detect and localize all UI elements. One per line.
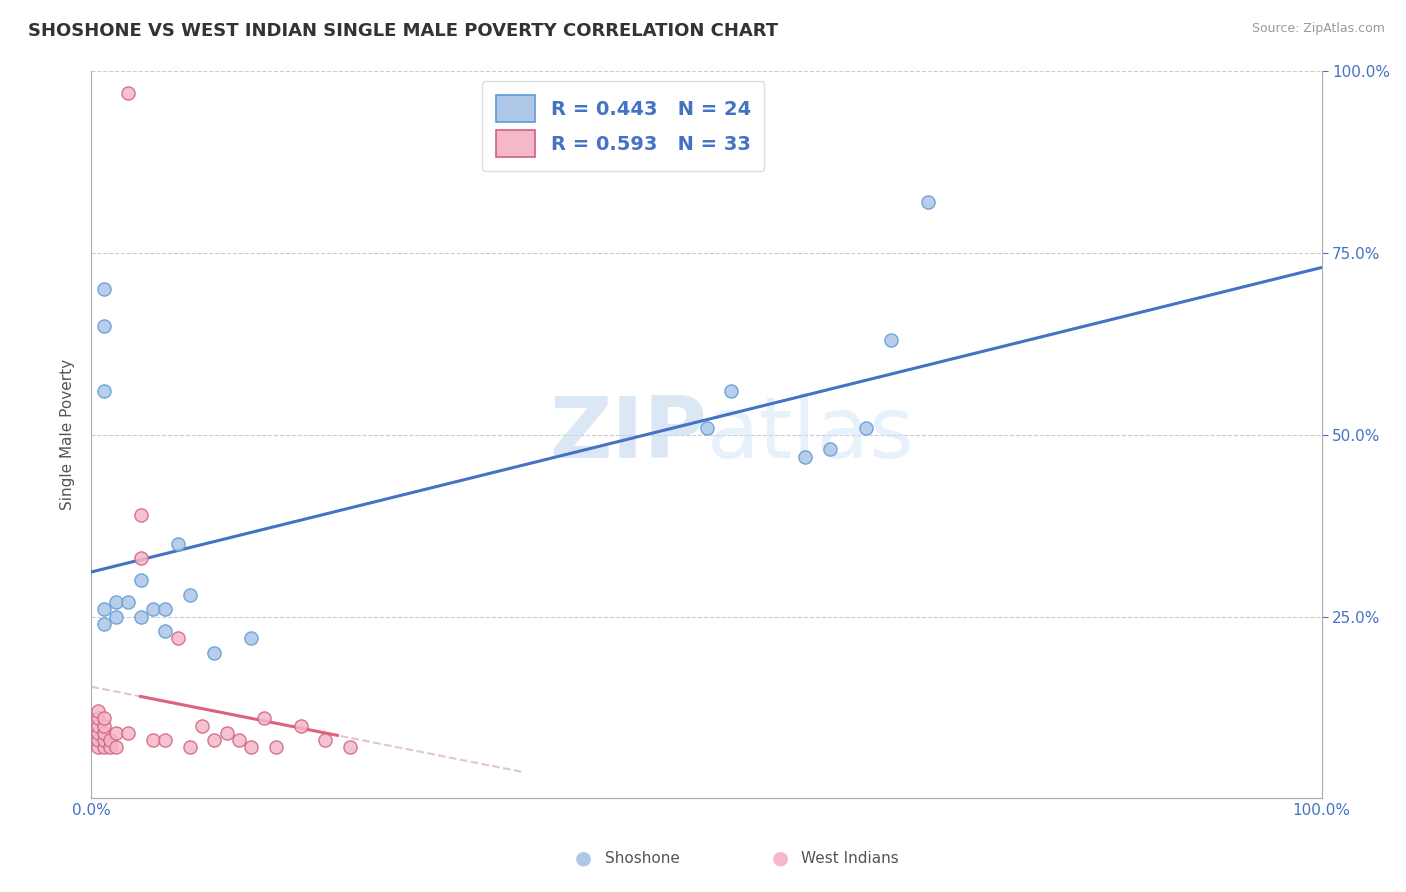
- Point: [202, 646, 225, 660]
- Text: ●: ●: [772, 848, 789, 868]
- Point: [191, 719, 214, 733]
- Point: [314, 733, 336, 747]
- Point: [86, 726, 108, 740]
- Text: ●: ●: [575, 848, 592, 868]
- Point: [179, 588, 201, 602]
- Text: ZIP: ZIP: [548, 393, 706, 476]
- Point: [117, 726, 139, 740]
- Point: [917, 195, 939, 210]
- Point: [93, 719, 115, 733]
- Point: [290, 719, 312, 733]
- Point: [129, 508, 152, 522]
- Point: [339, 740, 361, 755]
- Point: [105, 740, 127, 755]
- Point: [93, 283, 115, 297]
- Point: [153, 602, 177, 616]
- Point: [153, 733, 177, 747]
- Point: [880, 334, 903, 348]
- Text: atlas: atlas: [706, 393, 914, 476]
- Point: [93, 726, 115, 740]
- Point: [98, 733, 121, 747]
- Point: [93, 602, 115, 616]
- Point: [105, 595, 127, 609]
- Point: [93, 616, 115, 631]
- Point: [142, 602, 165, 616]
- Point: [98, 740, 121, 755]
- Point: [129, 573, 152, 587]
- Text: Shoshone: Shoshone: [605, 851, 679, 865]
- Text: West Indians: West Indians: [801, 851, 900, 865]
- Point: [93, 733, 115, 747]
- Point: [695, 420, 717, 434]
- Point: [240, 632, 263, 646]
- Point: [166, 632, 188, 646]
- Point: [166, 537, 188, 551]
- Point: [86, 704, 108, 718]
- Point: [93, 740, 115, 755]
- Point: [105, 726, 127, 740]
- Point: [93, 711, 115, 725]
- Point: [153, 624, 177, 639]
- Point: [105, 609, 127, 624]
- Point: [117, 86, 139, 100]
- Point: [818, 442, 841, 457]
- Point: [253, 711, 276, 725]
- Point: [86, 711, 108, 725]
- Legend: R = 0.443   N = 24, R = 0.593   N = 33: R = 0.443 N = 24, R = 0.593 N = 33: [482, 81, 765, 171]
- Text: SHOSHONE VS WEST INDIAN SINGLE MALE POVERTY CORRELATION CHART: SHOSHONE VS WEST INDIAN SINGLE MALE POVE…: [28, 22, 779, 40]
- Point: [179, 740, 201, 755]
- Point: [117, 595, 139, 609]
- Point: [202, 733, 225, 747]
- Point: [142, 733, 165, 747]
- Point: [86, 719, 108, 733]
- Point: [215, 726, 238, 740]
- Point: [264, 740, 287, 755]
- Point: [129, 551, 152, 566]
- Point: [93, 384, 115, 399]
- Point: [93, 318, 115, 333]
- Point: [793, 450, 815, 464]
- Point: [855, 420, 877, 434]
- Point: [129, 609, 152, 624]
- Y-axis label: Single Male Poverty: Single Male Poverty: [60, 359, 76, 510]
- Text: Source: ZipAtlas.com: Source: ZipAtlas.com: [1251, 22, 1385, 36]
- Point: [86, 733, 108, 747]
- Point: [720, 384, 742, 399]
- Point: [86, 740, 108, 755]
- Point: [240, 740, 263, 755]
- Point: [228, 733, 250, 747]
